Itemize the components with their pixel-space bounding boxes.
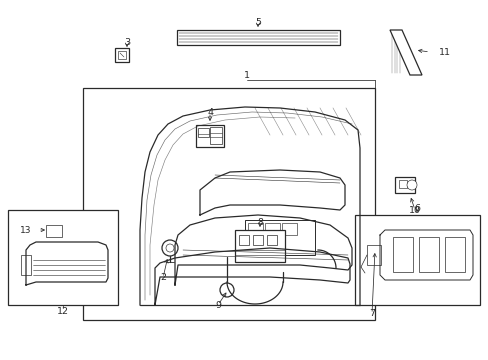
Bar <box>118 51 126 59</box>
Text: 2: 2 <box>160 274 165 283</box>
Bar <box>247 223 263 235</box>
Bar <box>21 255 31 275</box>
Bar <box>209 127 222 144</box>
Bar <box>198 128 208 137</box>
Bar <box>398 180 406 188</box>
Bar <box>392 237 412 272</box>
Bar <box>83 88 374 320</box>
Text: 11: 11 <box>438 48 450 57</box>
Bar <box>115 48 129 62</box>
Text: 4: 4 <box>206 108 213 117</box>
Circle shape <box>165 244 174 252</box>
Text: 6: 6 <box>413 203 419 212</box>
Text: 9: 9 <box>215 301 221 310</box>
Text: 12: 12 <box>57 307 69 316</box>
Bar <box>46 225 62 237</box>
Circle shape <box>162 240 178 256</box>
Text: 7: 7 <box>368 310 374 319</box>
Bar <box>235 230 285 262</box>
Text: 10: 10 <box>408 206 420 215</box>
Bar <box>264 223 280 235</box>
Bar <box>418 237 438 272</box>
Bar <box>444 237 464 272</box>
Bar <box>366 245 380 265</box>
Text: 13: 13 <box>20 225 32 234</box>
Bar <box>266 235 276 245</box>
Bar <box>8 210 118 305</box>
Bar <box>252 235 263 245</box>
Polygon shape <box>389 30 421 75</box>
Bar <box>196 125 224 147</box>
Circle shape <box>220 283 234 297</box>
Bar <box>394 177 414 193</box>
Text: 5: 5 <box>254 18 261 27</box>
Bar <box>282 223 296 235</box>
Bar <box>177 30 339 45</box>
Text: 1: 1 <box>244 71 249 80</box>
Bar <box>239 235 248 245</box>
Bar <box>354 215 479 305</box>
Text: 3: 3 <box>123 37 130 46</box>
Bar <box>244 220 314 255</box>
Text: 8: 8 <box>257 217 263 226</box>
Circle shape <box>406 180 416 190</box>
